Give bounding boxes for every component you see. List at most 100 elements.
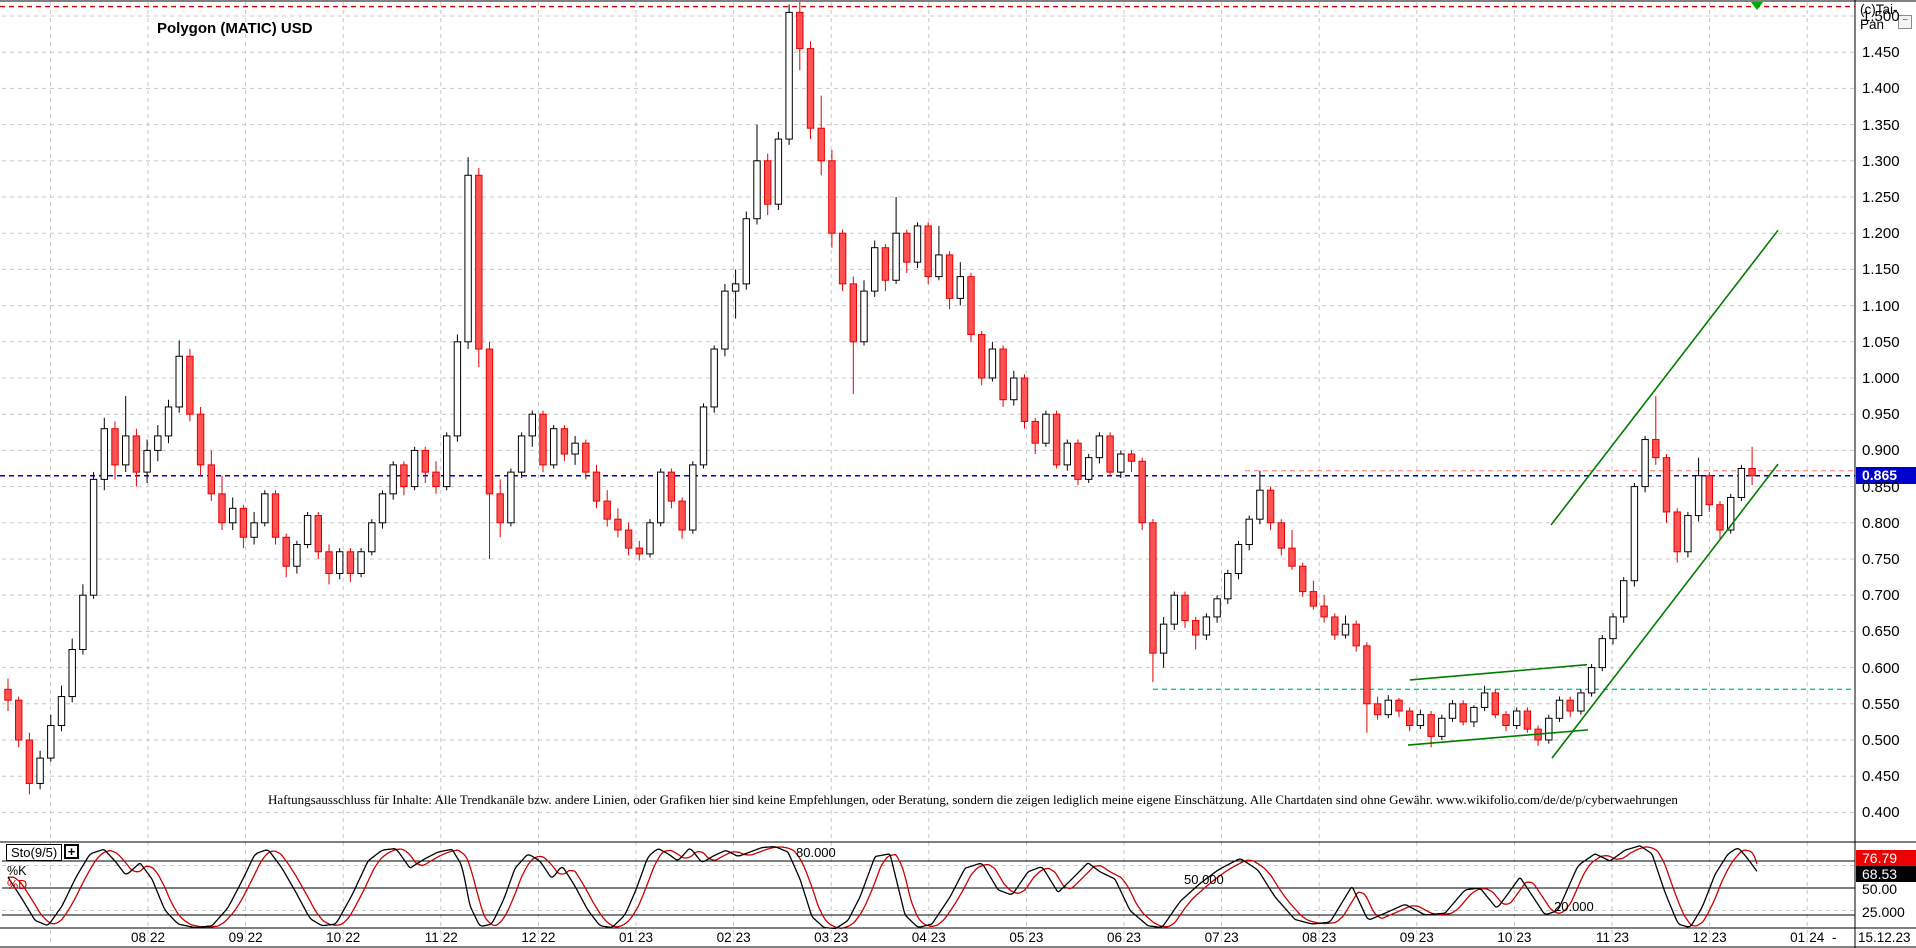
candle xyxy=(453,341,462,437)
candle xyxy=(36,757,44,784)
candle xyxy=(218,493,226,524)
candle xyxy=(325,551,333,574)
candle xyxy=(100,428,108,480)
candle xyxy=(1031,420,1039,444)
candle xyxy=(389,464,397,495)
candle xyxy=(892,232,900,281)
candle xyxy=(432,471,440,488)
candle xyxy=(710,348,718,408)
x-axis-separator: - xyxy=(1832,930,1837,945)
candle xyxy=(346,551,355,574)
candle xyxy=(945,254,954,299)
candle xyxy=(1416,714,1425,727)
collapse-panel-button[interactable]: − xyxy=(1898,15,1912,29)
stochastic-indicator-chip[interactable]: Sto(9/5) xyxy=(6,844,63,861)
candle xyxy=(4,688,12,701)
trendline-base-channel-lower xyxy=(1407,729,1589,746)
candle xyxy=(624,529,633,549)
candle xyxy=(774,138,783,205)
candle xyxy=(828,160,836,234)
candle xyxy=(132,435,141,473)
candle xyxy=(368,522,376,553)
candle xyxy=(410,449,419,488)
candle xyxy=(1384,699,1392,716)
stoch-k-line xyxy=(7,845,1758,930)
stoch-k-value-tag: 68.53 xyxy=(1856,866,1916,882)
candle xyxy=(464,174,472,343)
candle xyxy=(143,449,151,473)
price-axis-label: 0.600 xyxy=(1862,659,1900,677)
candle xyxy=(1609,616,1617,640)
candle xyxy=(303,515,312,546)
candle xyxy=(1427,714,1435,737)
stoch-level-inline-label: 80.000 xyxy=(796,845,836,860)
candle xyxy=(207,464,216,495)
price-axis-label: 0.800 xyxy=(1862,514,1900,532)
candle xyxy=(1566,699,1574,712)
candle xyxy=(15,699,23,741)
latest-bar-marker-icon xyxy=(1751,2,1763,10)
candle xyxy=(1748,468,1756,477)
candle xyxy=(903,232,911,263)
candle xyxy=(881,247,890,281)
candle xyxy=(1213,598,1221,618)
candle xyxy=(999,348,1007,401)
candle xyxy=(47,725,55,759)
candle xyxy=(657,471,665,524)
candle xyxy=(978,334,986,379)
x-axis-label: 08 23 xyxy=(1302,930,1337,945)
price-axis-label: 1.150 xyxy=(1862,261,1900,279)
price-axis-label: 1.050 xyxy=(1862,333,1900,351)
candle xyxy=(1256,489,1264,520)
price-axis-label: 0.850 xyxy=(1862,478,1900,496)
candle xyxy=(122,435,130,466)
price-axis-label: 1.000 xyxy=(1862,370,1900,387)
candle xyxy=(357,551,365,574)
candle xyxy=(89,478,98,596)
candle xyxy=(68,649,76,698)
candle xyxy=(1352,623,1360,647)
candle xyxy=(1299,565,1307,593)
candle xyxy=(1662,457,1671,513)
stoch-d-value-tag: 76.79 xyxy=(1856,850,1916,866)
candle xyxy=(1288,547,1296,567)
candle xyxy=(1406,710,1414,727)
trendline-steep-channel-lower xyxy=(1551,463,1779,759)
candle xyxy=(817,127,825,162)
candle xyxy=(1448,703,1457,719)
candle xyxy=(1224,572,1232,600)
x-axis-label: 10 23 xyxy=(1497,930,1532,945)
stoch-axis-label: 25.000 xyxy=(1862,903,1905,920)
price-axis-label: 0.950 xyxy=(1862,406,1900,424)
candle xyxy=(1459,703,1467,723)
candle xyxy=(1010,377,1018,401)
candle xyxy=(1395,699,1403,712)
add-indicator-icon[interactable]: + xyxy=(64,844,79,859)
price-axis-label: 0.550 xyxy=(1862,695,1900,713)
candle xyxy=(1598,638,1606,669)
candle xyxy=(678,500,686,531)
candle xyxy=(443,435,451,488)
x-axis-label: 07 23 xyxy=(1204,930,1239,945)
candle xyxy=(1266,489,1275,524)
candle xyxy=(1523,710,1532,730)
candle xyxy=(764,160,772,205)
candle xyxy=(528,413,536,437)
candle xyxy=(731,283,740,292)
gridlines xyxy=(2,2,1855,945)
candle xyxy=(261,493,269,524)
candle xyxy=(421,449,430,473)
candle xyxy=(1513,710,1521,727)
stoch-level-inline-label: 20.000 xyxy=(1554,899,1594,914)
trendlines[interactable] xyxy=(1407,229,1779,759)
candle xyxy=(1587,667,1596,694)
candle xyxy=(1309,591,1318,607)
x-axis-label: 04 23 xyxy=(911,930,946,945)
candle xyxy=(1074,442,1082,480)
x-axis-label: 10 22 xyxy=(326,930,361,945)
candle xyxy=(646,522,654,555)
candle xyxy=(860,290,868,343)
x-axis-label: 12 22 xyxy=(521,930,556,945)
